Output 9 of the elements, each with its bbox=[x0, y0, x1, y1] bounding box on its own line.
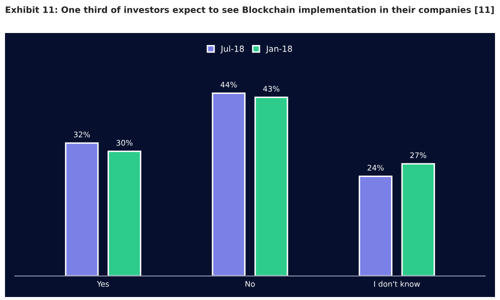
bar bbox=[358, 176, 392, 276]
legend-label: Jan-18 bbox=[266, 46, 292, 54]
chart-title: Exhibit 11: One third of investors expect to see Blockchain implementation in their companies [11] bbox=[6, 6, 494, 15]
bar bbox=[254, 96, 288, 276]
bar bbox=[64, 142, 99, 276]
bar bbox=[108, 150, 142, 276]
bar bbox=[212, 92, 246, 276]
bar bbox=[401, 163, 436, 276]
legend-label: Jul-18 bbox=[220, 45, 244, 54]
